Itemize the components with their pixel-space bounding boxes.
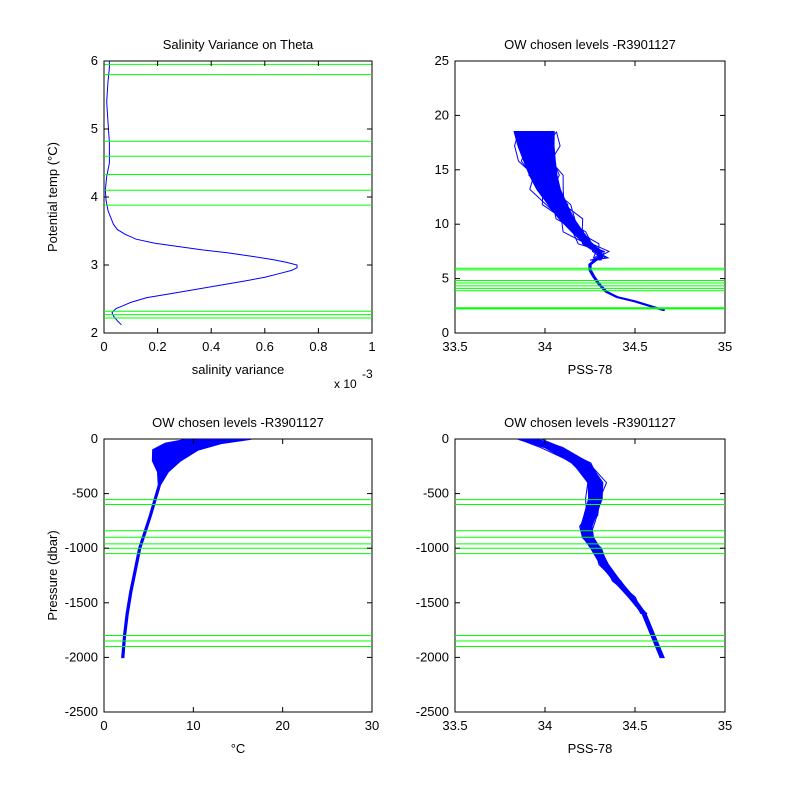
profile-line bbox=[518, 131, 608, 261]
x-tick-label: 35 bbox=[718, 718, 732, 733]
y-axis-label: Pressure (dbar) bbox=[45, 530, 60, 620]
y-tick-label: 20 bbox=[435, 107, 449, 122]
y-tick-label: 2 bbox=[91, 325, 98, 340]
y-tick-label: -1000 bbox=[65, 540, 98, 555]
x-exponent-power: -3 bbox=[362, 367, 373, 381]
y-tick-label: -1500 bbox=[416, 595, 449, 610]
x-tick-label: 33.5 bbox=[442, 718, 467, 733]
y-tick-label: 0 bbox=[442, 431, 449, 446]
axes-frame bbox=[103, 438, 373, 713]
chart-title: OW chosen levels -R3901127 bbox=[504, 37, 676, 52]
y-tick-label: -1500 bbox=[65, 595, 98, 610]
x-tick-label: 34.5 bbox=[622, 718, 647, 733]
profile-line bbox=[533, 131, 605, 261]
x-axis-label: salinity variance bbox=[192, 362, 285, 377]
plot-area bbox=[104, 61, 372, 326]
y-tick-label: -2000 bbox=[65, 649, 98, 664]
chart-title: OW chosen levels -R3901127 bbox=[152, 415, 324, 430]
x-axis-label: °C bbox=[231, 741, 246, 756]
y-tick-label: 25 bbox=[435, 53, 449, 68]
x-axis-label: PSS-78 bbox=[568, 741, 613, 756]
y-axis-label: Potential temp (°C) bbox=[45, 142, 60, 252]
x-exponent-base: x 10 bbox=[334, 377, 357, 391]
x-tick-label: 35 bbox=[718, 339, 732, 354]
profile-line bbox=[160, 439, 232, 473]
axes-frame bbox=[454, 438, 726, 713]
axes-frame bbox=[103, 60, 373, 334]
x-tick-label: 1 bbox=[368, 339, 375, 354]
x-tick-label: 34 bbox=[538, 339, 552, 354]
x-tick-label: 10 bbox=[186, 718, 200, 733]
y-tick-label: 5 bbox=[442, 271, 449, 286]
panel-sal_pres: 33.5 34 34.5 35 -2500 -2000 -1500 -1000 -500 0 OW … bbox=[416, 415, 732, 756]
y-tick-label: -1000 bbox=[416, 540, 449, 555]
y-tick-label: 4 bbox=[91, 189, 98, 204]
x-tick-label: 0 bbox=[100, 718, 107, 733]
x-axis-label: PSS-78 bbox=[568, 362, 613, 377]
y-tick-label: -2500 bbox=[416, 704, 449, 719]
x-tick-label: 0.8 bbox=[309, 339, 327, 354]
plot-area bbox=[455, 439, 725, 659]
x-tick-label: 34.5 bbox=[622, 339, 647, 354]
axes-frame bbox=[454, 60, 726, 334]
panel-ts: 33.5 34 34.5 35 0 5 10 15 20 25 OW chosen levels -… bbox=[435, 37, 733, 377]
y-tick-label: 0 bbox=[91, 431, 98, 446]
profile-line bbox=[535, 439, 643, 614]
y-tick-label: 3 bbox=[91, 257, 98, 272]
chart-title: OW chosen levels -R3901127 bbox=[504, 415, 676, 430]
x-tick-label: 20 bbox=[275, 718, 289, 733]
y-tick-label: 5 bbox=[91, 121, 98, 136]
profile-line bbox=[550, 131, 611, 261]
x-tick-label: 0.2 bbox=[149, 339, 167, 354]
y-tick-label: 10 bbox=[435, 216, 449, 231]
x-tick-label: 0 bbox=[100, 339, 107, 354]
y-tick-label: -500 bbox=[423, 486, 449, 501]
y-tick-label: 15 bbox=[435, 162, 449, 177]
plot-area bbox=[455, 130, 725, 312]
y-tick-label: 6 bbox=[91, 53, 98, 68]
panel-temp_pres: 0 10 20 30 -2500 -2000 -1500 -1000 -500 0 OW chose… bbox=[45, 415, 379, 756]
x-tick-label: 30 bbox=[365, 718, 379, 733]
chart-title: Salinity Variance on Theta bbox=[163, 37, 314, 52]
plot-area bbox=[104, 439, 372, 659]
panel-salvar: 0 0.2 0.4 0.6 0.8 1 2 3 4 5 6 Salinity Variance on … bbox=[45, 37, 376, 391]
series-line bbox=[104, 61, 298, 326]
y-tick-label: 0 bbox=[442, 325, 449, 340]
x-tick-label: 0.6 bbox=[256, 339, 274, 354]
x-tick-label: 34 bbox=[538, 718, 552, 733]
x-tick-label: 33.5 bbox=[442, 339, 467, 354]
y-tick-label: -2500 bbox=[65, 704, 98, 719]
series-line bbox=[533, 131, 665, 312]
series-line bbox=[121, 439, 221, 658]
y-tick-label: -500 bbox=[72, 486, 98, 501]
y-tick-label: -2000 bbox=[416, 649, 449, 664]
x-tick-label: 0.4 bbox=[202, 339, 220, 354]
